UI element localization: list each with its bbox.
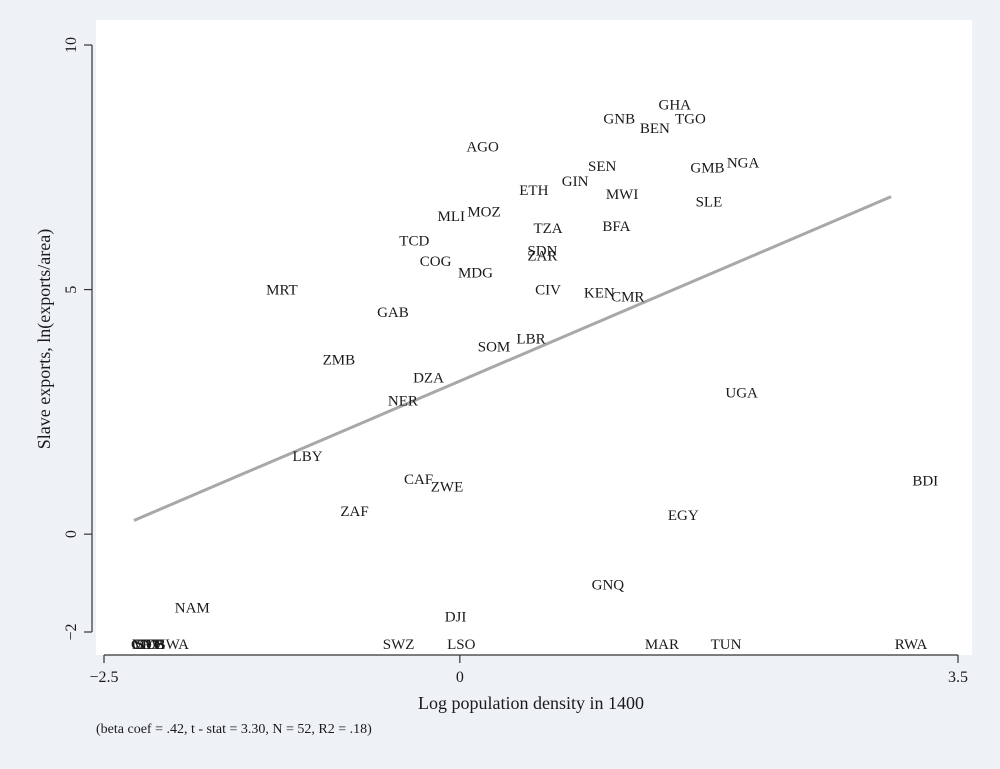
- point-label: ETH: [519, 183, 548, 199]
- point-label: BDI: [912, 473, 938, 489]
- x-tick-label: −2.5: [89, 669, 118, 686]
- point-label: GNB: [603, 111, 635, 127]
- x-tick-label: 0: [456, 669, 464, 686]
- point-label: MLI: [438, 209, 466, 225]
- point-label: NER: [388, 394, 418, 410]
- point-label: BEN: [640, 121, 670, 137]
- point-label: MUS: [132, 637, 165, 653]
- fitted-line: [133, 195, 892, 522]
- point-label: BFA: [602, 219, 630, 235]
- point-label: COG: [420, 254, 452, 270]
- point-label: AGO: [466, 140, 499, 156]
- point-label: SEN: [588, 159, 617, 175]
- point-label: GAB: [377, 305, 409, 321]
- point-label: ZMB: [323, 353, 356, 369]
- point-label: MAR: [645, 637, 679, 653]
- point-label: GMB: [690, 160, 724, 176]
- plot-area: [96, 20, 972, 655]
- point-label: GIN: [562, 174, 589, 190]
- point-label: DZA: [413, 371, 444, 387]
- point-label: NAM: [175, 601, 210, 617]
- point-label: GHA: [659, 98, 692, 114]
- y-tick-label: 0: [63, 530, 80, 538]
- point-label: SOM: [478, 339, 511, 355]
- x-axis-title: Log population density in 1400: [418, 693, 644, 713]
- point-label: TCD: [399, 234, 429, 250]
- point-label: LSO: [447, 637, 476, 653]
- point-label: CIV: [535, 283, 561, 299]
- point-label: KEN: [584, 286, 615, 302]
- point-label: TGO: [675, 111, 706, 127]
- point-label: STP: [137, 637, 163, 653]
- point-label: ZAR: [527, 248, 557, 264]
- point-label: TUN: [711, 637, 742, 653]
- point-label: EGY: [668, 508, 699, 524]
- point-label: MDG: [458, 265, 493, 281]
- point-label: CPV: [132, 637, 161, 653]
- point-label: MOZ: [467, 204, 500, 220]
- point-label: MRT: [266, 283, 298, 299]
- regression-note: (beta coef = .42, t - stat = 3.30, N = 5…: [96, 722, 372, 737]
- x-tick-label: 3.5: [948, 669, 968, 686]
- y-axis-title: Slave exports, ln(exports/area): [34, 229, 55, 449]
- point-label: NGA: [727, 155, 760, 171]
- point-label: UGA: [725, 385, 758, 401]
- point-label: SDN: [527, 243, 557, 259]
- point-label: SYC: [135, 637, 164, 653]
- y-tick-label: 5: [63, 286, 80, 294]
- point-label: ZWE: [431, 480, 463, 496]
- point-label: DJI: [445, 609, 467, 625]
- point-label: COM: [131, 637, 165, 653]
- point-label: CAF: [404, 472, 433, 488]
- point-label: MWI: [606, 187, 639, 203]
- point-label: SLE: [696, 195, 723, 211]
- point-label: BWA: [156, 637, 190, 653]
- point-label: LBR: [516, 332, 545, 348]
- point-label: SWZ: [383, 637, 415, 653]
- point-label: CMR: [611, 289, 644, 305]
- point-label: TZA: [533, 221, 562, 237]
- point-label: GNQ: [592, 578, 625, 594]
- y-tick-label: 10: [63, 37, 80, 53]
- point-label: ZAF: [340, 504, 368, 520]
- point-label: LBY: [293, 449, 323, 465]
- point-label: RWA: [895, 637, 928, 653]
- y-tick-label: −2: [63, 623, 80, 640]
